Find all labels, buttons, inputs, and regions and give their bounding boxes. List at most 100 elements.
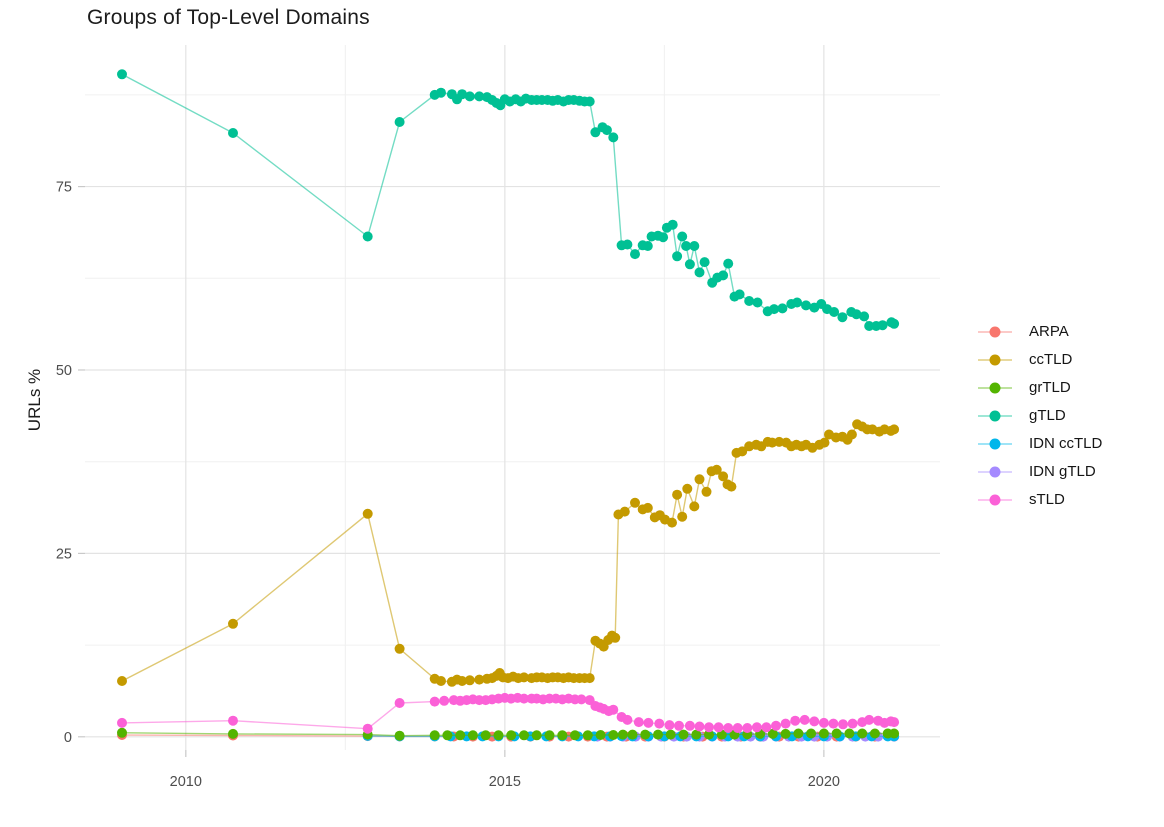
data-point xyxy=(801,300,811,311)
data-point xyxy=(610,632,621,643)
data-point xyxy=(859,311,870,322)
data-point xyxy=(394,117,405,127)
data-point xyxy=(790,715,801,726)
legend-item-idn-gtld: IDN gTLD xyxy=(977,463,1102,480)
data-point xyxy=(117,676,127,686)
y-tick-label: 0 xyxy=(64,730,72,746)
series-grtld xyxy=(117,727,900,741)
data-point xyxy=(630,249,640,260)
data-point xyxy=(838,719,848,730)
data-point xyxy=(806,728,817,739)
data-point xyxy=(723,723,734,733)
data-point xyxy=(751,722,762,733)
data-point xyxy=(557,730,568,741)
data-point xyxy=(667,517,677,528)
legend-key-icon xyxy=(978,354,1012,365)
data-point xyxy=(464,675,475,686)
data-point xyxy=(630,497,640,508)
data-point xyxy=(362,231,373,242)
data-point xyxy=(723,258,734,269)
y-axis: 0 25 50 75 xyxy=(56,180,85,746)
data-point xyxy=(474,91,485,102)
data-point xyxy=(677,511,688,522)
data-point xyxy=(752,297,763,308)
data-point xyxy=(653,729,663,740)
data-point xyxy=(777,303,788,314)
data-point xyxy=(864,321,875,331)
data-point xyxy=(228,128,238,138)
data-point xyxy=(877,320,888,331)
data-point xyxy=(480,730,491,741)
legend-key-icon xyxy=(978,438,1012,449)
x-tick-label: 2015 xyxy=(489,774,521,790)
series-stld xyxy=(117,692,900,734)
data-point xyxy=(658,232,669,243)
data-point xyxy=(584,96,595,107)
legend-item-stld: sTLD xyxy=(977,491,1102,508)
data-point xyxy=(601,125,612,136)
data-point xyxy=(846,429,857,440)
legend-item-grtld: grTLD xyxy=(977,379,1102,396)
data-point xyxy=(694,721,705,732)
data-point xyxy=(691,729,702,740)
legend-item-label: gTLD xyxy=(1029,407,1066,424)
legend-key-icon xyxy=(978,382,1012,393)
data-point xyxy=(582,730,593,741)
legend-key-icon xyxy=(978,410,1012,421)
data-point xyxy=(654,718,665,729)
legend-key-icon xyxy=(978,494,1012,505)
y-tick-label: 25 xyxy=(56,546,72,562)
data-point xyxy=(694,267,705,278)
data-point xyxy=(519,693,529,704)
data-point xyxy=(684,720,695,731)
data-point xyxy=(667,219,678,230)
x-tick-label: 2010 xyxy=(170,774,202,790)
data-point xyxy=(570,730,580,741)
data-point xyxy=(117,69,127,80)
data-point xyxy=(689,241,700,251)
data-point xyxy=(617,729,628,740)
data-point xyxy=(711,464,722,475)
data-point xyxy=(362,508,373,519)
data-point xyxy=(467,730,478,741)
data-point xyxy=(619,506,630,517)
data-point xyxy=(780,728,791,739)
data-point xyxy=(642,502,653,513)
legend-item-arpa: ARPA xyxy=(977,323,1102,340)
data-point xyxy=(674,720,684,731)
data-point xyxy=(713,722,724,733)
x-axis: 2010 2015 2020 xyxy=(170,750,840,790)
data-point xyxy=(228,618,238,629)
data-point xyxy=(837,312,848,323)
legend-item-label: sTLD xyxy=(1029,491,1065,508)
data-point xyxy=(590,127,601,138)
data-point xyxy=(608,132,619,143)
data-point xyxy=(851,309,862,320)
data-point xyxy=(643,717,654,728)
data-point xyxy=(622,714,633,725)
legend-item-label: grTLD xyxy=(1029,379,1071,396)
data-point xyxy=(689,501,700,512)
data-point xyxy=(769,304,780,315)
data-point xyxy=(455,730,466,741)
data-point xyxy=(442,730,453,741)
data-point xyxy=(718,270,729,281)
data-point xyxy=(117,727,127,738)
data-point xyxy=(701,486,712,497)
data-point xyxy=(642,241,653,251)
data-point xyxy=(429,730,440,741)
data-point xyxy=(684,259,695,270)
data-point xyxy=(704,729,714,740)
data-point xyxy=(847,718,858,729)
legend-key-icon xyxy=(978,326,1012,337)
data-point xyxy=(436,87,446,98)
data-point xyxy=(792,297,803,308)
data-point xyxy=(672,251,683,262)
data-point xyxy=(818,717,829,728)
data-point xyxy=(889,717,900,728)
data-point xyxy=(726,481,737,492)
data-point xyxy=(584,673,595,684)
data-point xyxy=(732,723,743,733)
legend-item-gtld: gTLD xyxy=(977,407,1102,424)
